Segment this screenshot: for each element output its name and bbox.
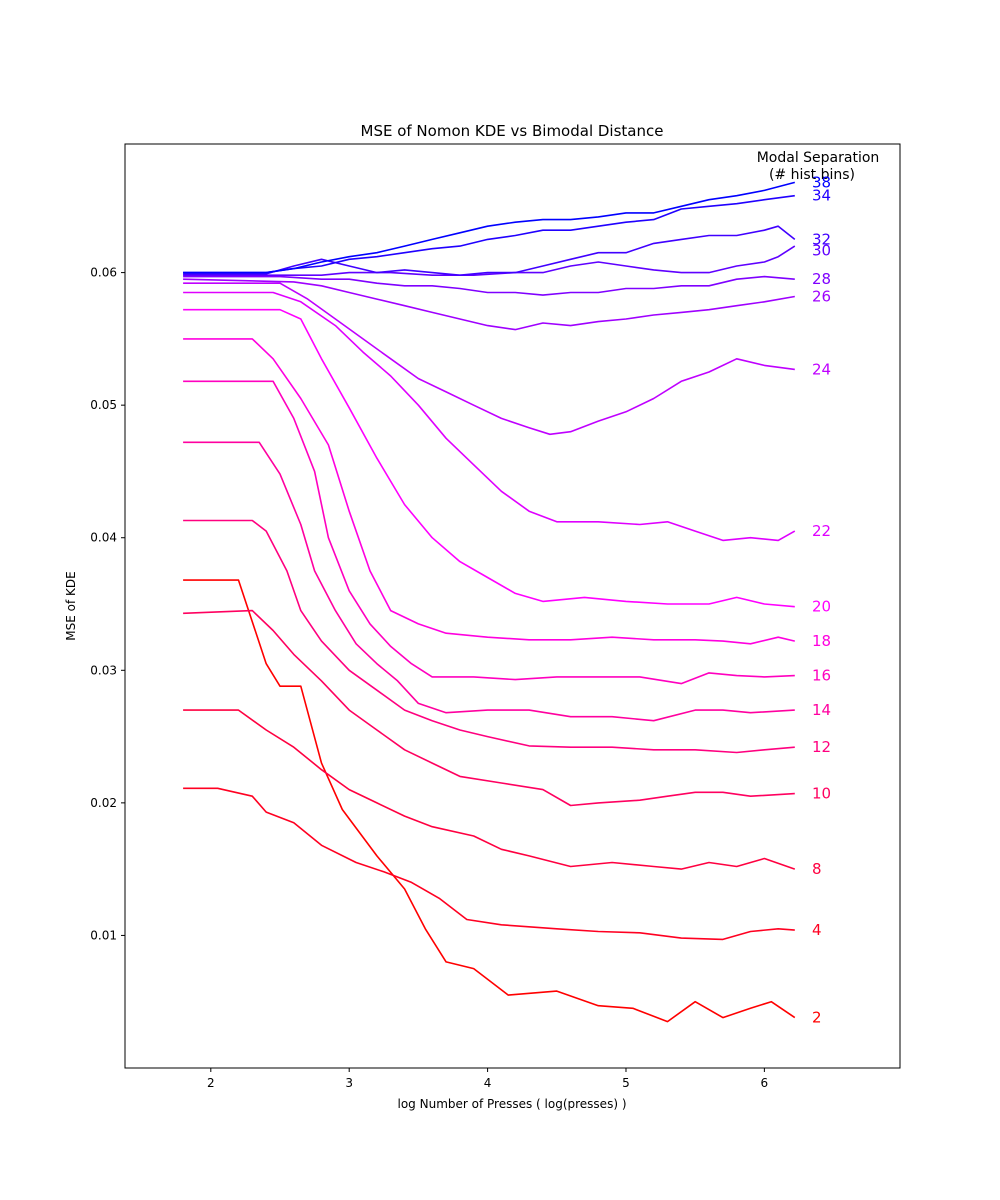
series-line-18 [183,338,795,645]
legend-title-line1: Modal Separation [757,150,880,166]
x-tick-label: 3 [345,1076,353,1090]
series-line-14 [183,441,795,722]
series-label-24: 24 [812,360,831,378]
x-axis-label: log Number of Presses ( log(presses) ) [398,1097,627,1111]
series-label-12: 12 [812,738,831,756]
series-label-38: 38 [812,173,831,191]
series-label-26: 26 [812,288,831,306]
series-label-14: 14 [812,701,831,719]
series-line-16 [183,380,795,685]
y-tick-label: 0.01 [90,928,117,942]
series-line-28 [183,275,795,296]
series-label-18: 18 [812,632,831,650]
plot-frame [124,143,901,1069]
series-line-32 [183,225,796,276]
series-line-10 [183,609,795,807]
y-tick-label: 0.03 [90,663,117,677]
x-axis: 2 3 4 5 6 [207,1068,768,1090]
legend-title-line2: (# hist bins) [769,167,855,183]
x-tick-label: 2 [207,1076,215,1090]
chart-title: MSE of Nomon KDE vs Bimodal Distance [361,122,664,140]
series-label-22: 22 [812,522,831,540]
series-label-2: 2 [812,1009,822,1027]
y-axis-label: MSE of KDE [64,571,78,640]
x-tick-label: 6 [761,1076,769,1090]
series-layer [183,181,796,1023]
series-label-32: 32 [812,230,831,248]
series-label-16: 16 [812,667,831,685]
series-line-2 [183,579,796,1023]
series-label-4: 4 [812,921,822,939]
series-line-26 [183,278,795,331]
series-line-38 [183,181,796,274]
series-label-28: 28 [812,270,831,288]
series-line-30 [183,245,796,276]
y-tick-label: 0.02 [90,796,117,810]
y-tick-label: 0.06 [90,266,117,280]
series-label-10: 10 [812,785,831,803]
y-tick-label: 0.04 [90,531,117,545]
series-label-20: 20 [812,598,831,616]
series-label-8: 8 [812,860,822,878]
series-line-4 [183,787,795,941]
series-line-22 [183,291,796,542]
series-label-30: 30 [812,241,831,259]
y-tick-label: 0.05 [90,398,117,412]
series-line-8 [183,709,796,870]
x-tick-label: 5 [622,1076,630,1090]
y-axis: 0.01 0.02 0.03 0.04 0.05 0.06 [90,266,125,942]
series-label-34: 34 [812,187,831,205]
series-line-24 [183,282,795,436]
series-line-12 [183,519,795,754]
series-line-20 [183,308,795,608]
x-tick-label: 4 [484,1076,492,1090]
series-line-34 [183,194,795,274]
